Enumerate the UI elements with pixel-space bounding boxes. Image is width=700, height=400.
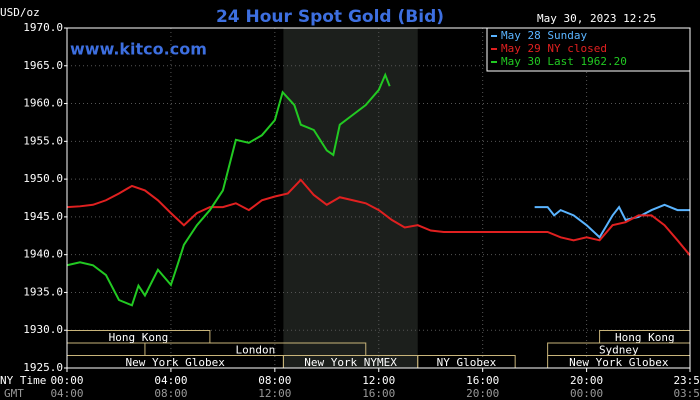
session-label: NY Globex [437, 356, 497, 369]
legend-label: May 28 Sunday [501, 29, 587, 42]
x-tick-label: 12:00 [362, 374, 395, 387]
y-tick-label: 1955.0 [23, 134, 63, 147]
x-tick-label: 23:59 [673, 374, 700, 387]
series-line [534, 203, 690, 239]
x-tick-label: 00:00 [50, 374, 83, 387]
gmt-tick-label: 03:59 [673, 387, 700, 400]
legend-label: May 30 Last 1962.20 [501, 55, 627, 68]
y-tick-label: 1950.0 [23, 172, 63, 185]
session-label: Sydney [599, 343, 639, 356]
series-line [66, 178, 691, 257]
legend-box [486, 27, 691, 72]
shaded-session [283, 28, 418, 368]
session-label: New York Globex [569, 356, 669, 369]
y-tick-label: 1960.0 [23, 97, 63, 110]
session-label: Hong Kong [615, 331, 675, 344]
y-tick-label: 1925.0 [23, 361, 63, 374]
session-label: New York NYMEX [304, 356, 397, 369]
y-tick-label: 1940.0 [23, 248, 63, 261]
y-tick-label: 1945.0 [23, 210, 63, 223]
watermark: www.kitco.com [70, 40, 207, 59]
gmt-tick-label: 12:00 [258, 387, 291, 400]
y-tick-label: 1935.0 [23, 285, 63, 298]
gmt-tick-label: 04:00 [50, 387, 83, 400]
session-label: Hong Kong [109, 331, 169, 344]
y-tick-label: 1930.0 [23, 323, 63, 336]
x-tick-label: 08:00 [258, 374, 291, 387]
series-line [66, 72, 391, 307]
gmt-tick-label: 16:00 [362, 387, 395, 400]
x-tick-label: 20:00 [570, 374, 603, 387]
session-label: New York Globex [126, 356, 226, 369]
y-tick-label: 1970.0 [23, 21, 63, 34]
x-tick-label: 16:00 [466, 374, 499, 387]
legend-label: May 29 NY closed [501, 42, 607, 55]
y-tick-label: 1965.0 [23, 59, 63, 72]
x-axis-label: NY Time [0, 374, 46, 387]
gmt-tick-label: 08:00 [154, 387, 187, 400]
y-axis-label: USD/oz [0, 6, 40, 19]
session-label: London [235, 343, 275, 356]
x-tick-label: 04:00 [154, 374, 187, 387]
gmt-label: GMT [4, 387, 24, 400]
gmt-tick-label: 00:00 [570, 387, 603, 400]
date-label: May 30, 2023 12:25 [537, 12, 656, 25]
gmt-tick-label: 20:00 [466, 387, 499, 400]
chart-title: 24 Hour Spot Gold (Bid) [216, 7, 444, 27]
plot-border [66, 27, 691, 369]
